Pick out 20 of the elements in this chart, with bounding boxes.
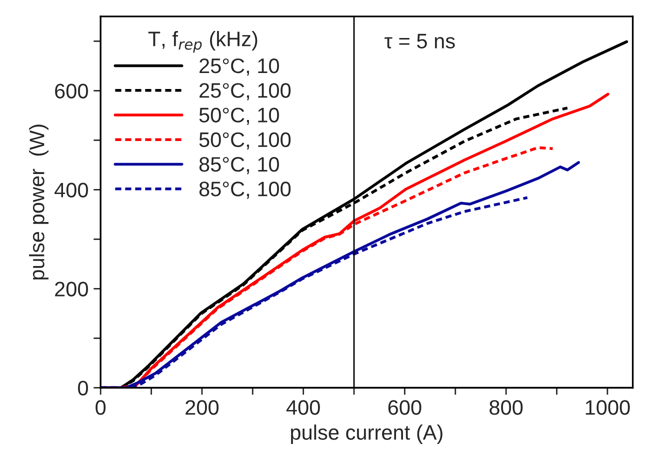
legend-label: 85°C, 100 [199,182,291,199]
x-axis-title: pulse current (A) [291,424,442,444]
annotation: τ = 5 ns [384,34,455,48]
x-tick-label: 600 [388,400,422,415]
legend-label: 25°C, 100 [200,83,291,100]
legend-label: 85°C, 10 [199,156,279,174]
legend-title: T, f$_{rep}$ (kHz) [148,31,258,53]
y-tick-label: 200 [55,282,88,296]
x-tick-label: 1000 [586,400,630,415]
legend-label: 50°C, 100 [199,132,291,150]
x-tick-label: 800 [490,400,523,415]
legend-label: 25°C, 10 [200,58,279,76]
y-tick-label: 400 [54,182,88,198]
x-tick-label: 400 [286,400,320,415]
y-axis-title: pulse power (W) [29,124,48,280]
y-tick-label: 0 [78,380,88,396]
x-tick-label: 0 [96,400,106,415]
y-tick-label: 600 [55,84,88,98]
legend-label: 50°C, 10 [199,108,279,125]
x-tick-label: 200 [186,400,219,415]
